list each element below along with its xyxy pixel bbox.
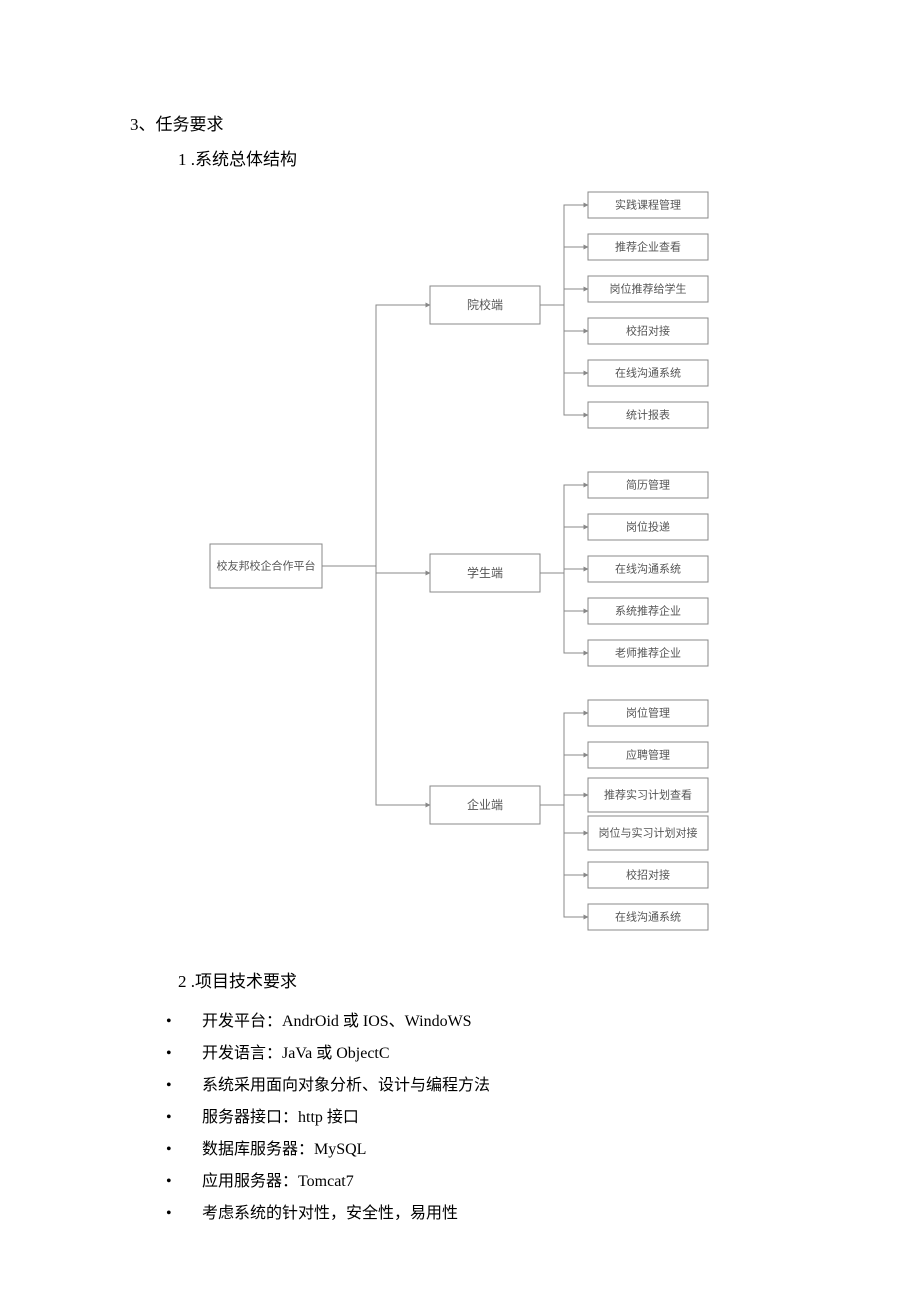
- bullet-text: 服务器接口：http 接口: [202, 1102, 359, 1134]
- svg-text:企业端: 企业端: [467, 797, 503, 812]
- svg-text:统计报表: 统计报表: [626, 407, 670, 421]
- bullet-icon: •: [166, 1070, 202, 1102]
- tech-requirements-list: •开发平台：AndrOid 或 IOS、WindoWS •开发语言：JaVa 或…: [166, 1006, 840, 1230]
- list-item: •开发平台：AndrOid 或 IOS、WindoWS: [166, 1006, 840, 1038]
- subsection-1: 1 .系统总体结构: [178, 145, 840, 170]
- sub1-text: 系统总体结构: [195, 150, 297, 169]
- sub1-num: 1: [178, 150, 187, 169]
- sub1-sep: .: [187, 150, 196, 169]
- svg-text:实践课程管理: 实践课程管理: [615, 197, 681, 211]
- svg-text:岗位与实习计划对接: 岗位与实习计划对接: [599, 825, 698, 839]
- svg-text:在线沟通系统: 在线沟通系统: [615, 909, 681, 923]
- list-item: •应用服务器：Tomcat7: [166, 1166, 840, 1198]
- svg-text:在线沟通系统: 在线沟通系统: [615, 365, 681, 379]
- bullet-text: 系统采用面向对象分析、设计与编程方法: [202, 1070, 490, 1102]
- svg-text:简历管理: 简历管理: [626, 477, 670, 491]
- svg-text:应聘管理: 应聘管理: [626, 747, 670, 761]
- bullet-icon: •: [166, 1038, 202, 1070]
- bullet-icon: •: [166, 1134, 202, 1166]
- heading-text: 任务要求: [156, 115, 224, 134]
- bullet-text: 开发语言：JaVa 或 ObjectC: [202, 1038, 390, 1070]
- svg-text:校招对接: 校招对接: [626, 323, 670, 337]
- svg-text:推荐实习计划查看: 推荐实习计划查看: [604, 787, 692, 801]
- svg-text:校招对接: 校招对接: [626, 867, 670, 881]
- bullet-text: 考虑系统的针对性，安全性，易用性: [202, 1198, 458, 1230]
- svg-text:老师推荐企业: 老师推荐企业: [615, 645, 681, 659]
- svg-text:院校端: 院校端: [467, 297, 503, 312]
- svg-text:系统推荐企业: 系统推荐企业: [615, 603, 681, 617]
- svg-text:岗位投递: 岗位投递: [626, 519, 670, 533]
- tree-svg: 校友邦校企合作平台 院校端学生端企业端 实践课程管理推荐企业查看岗位推荐给学生校招对…: [170, 184, 730, 944]
- list-item: •系统采用面向对象分析、设计与编程方法: [166, 1070, 840, 1102]
- svg-text:推荐企业查看: 推荐企业查看: [615, 239, 681, 253]
- bullet-icon: •: [166, 1006, 202, 1038]
- svg-text:在线沟通系统: 在线沟通系统: [615, 561, 681, 575]
- bullet-icon: •: [166, 1102, 202, 1134]
- bullet-text: 开发平台：AndrOid 或 IOS、WindoWS: [202, 1006, 472, 1038]
- list-item: •考虑系统的针对性，安全性，易用性: [166, 1198, 840, 1230]
- list-item: •数据库服务器：MySQL: [166, 1134, 840, 1166]
- sub2-text: 项目技术要求: [195, 972, 297, 991]
- section-heading: 3、任务要求: [130, 110, 840, 135]
- svg-text:岗位管理: 岗位管理: [626, 705, 670, 719]
- subsection-2: 2 .项目技术要求: [178, 967, 840, 992]
- bullet-text: 数据库服务器：MySQL: [202, 1134, 366, 1166]
- list-item: •服务器接口：http 接口: [166, 1102, 840, 1134]
- heading-number: 3、: [130, 115, 156, 134]
- bullet-text: 应用服务器：Tomcat7: [202, 1166, 354, 1198]
- svg-text:校友邦校企合作平台: 校友邦校企合作平台: [217, 558, 316, 572]
- list-item: •开发语言：JaVa 或 ObjectC: [166, 1038, 840, 1070]
- sub2-sep: .: [187, 972, 196, 991]
- sub2-num: 2: [178, 972, 187, 991]
- svg-text:岗位推荐给学生: 岗位推荐给学生: [610, 281, 687, 295]
- system-structure-diagram: 校友邦校企合作平台 院校端学生端企业端 实践课程管理推荐企业查看岗位推荐给学生校招对…: [170, 184, 840, 949]
- bullet-icon: •: [166, 1198, 202, 1230]
- svg-text:学生端: 学生端: [467, 565, 503, 580]
- bullet-icon: •: [166, 1166, 202, 1198]
